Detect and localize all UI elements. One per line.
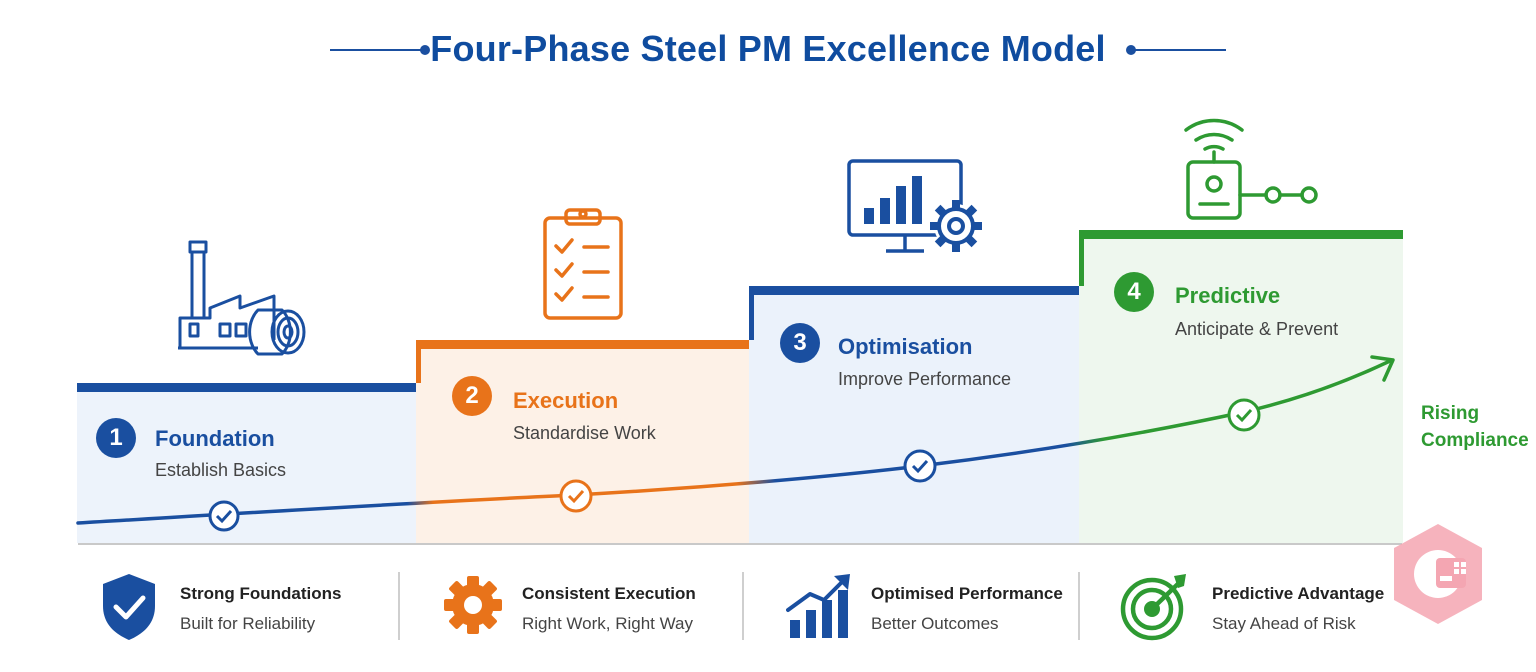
title-dot-right: [1126, 45, 1136, 55]
title-line-right: [1134, 49, 1226, 51]
feature-title-2: Consistent Execution: [522, 584, 696, 603]
shield-check-icon: [103, 574, 155, 640]
feature-divider-2: [742, 572, 744, 640]
title-line-left: [330, 49, 422, 51]
phase-title-3: Optimisation: [838, 334, 973, 359]
corner-logo-icon: [1394, 524, 1482, 624]
feature-2: Consistent Execution Right Work, Right W…: [522, 570, 732, 644]
phase-subtitle-3: Improve Performance: [838, 369, 1012, 389]
title-row: Four-Phase Steel PM Excellence Model: [0, 22, 1536, 78]
page-title: Four-Phase Steel PM Excellence Model: [430, 28, 1106, 69]
trend-label-line-2: Compliance: [1421, 430, 1529, 451]
factory-icon: [178, 240, 306, 356]
feature-3: Optimised Performance Better Outcomes: [871, 570, 1071, 644]
phase-subtitle-1: Establish Basics: [155, 460, 287, 480]
sensor-wifi-icon: [1184, 118, 1318, 220]
trend-label: Rising Compliance: [1421, 400, 1529, 454]
phase-badge-4: 4: [1114, 272, 1154, 312]
phase-subtitle-4: Anticipate & Prevent: [1175, 319, 1339, 339]
feature-divider-1: [398, 572, 400, 640]
feature-subtitle-2: Right Work, Right Way: [522, 614, 693, 633]
title-dot-left: [420, 45, 430, 55]
feature-subtitle-3: Better Outcomes: [871, 614, 999, 633]
feature-divider-3: [1078, 572, 1080, 640]
checkpoint-1-icon: [208, 500, 240, 532]
phase-title-2: Execution: [513, 388, 619, 413]
phase-title-1: Foundation: [155, 426, 275, 451]
phase-badge-3: 3: [780, 323, 820, 363]
feature-title-4: Predictive Advantage: [1212, 584, 1385, 603]
gear-icon: [444, 576, 502, 634]
feature-title-1: Strong Foundations: [180, 584, 342, 603]
target-arrow-icon: [1120, 574, 1186, 641]
phase-subtitle-2: Standardise Work: [513, 423, 656, 443]
trend-label-line-1: Rising: [1421, 403, 1480, 424]
feature-4: Predictive Advantage Stay Ahead of Risk: [1212, 570, 1392, 644]
feature-subtitle-1: Built for Reliability: [180, 614, 316, 633]
checkpoint-2-icon: [559, 479, 593, 513]
checkpoint-4-icon: [1227, 398, 1261, 432]
phase-block-1: [77, 383, 416, 543]
phase-badge-2: 2: [452, 376, 492, 416]
feature-title-3: Optimised Performance: [871, 584, 1063, 603]
checkpoint-3-icon: [903, 449, 937, 483]
feature-subtitle-4: Stay Ahead of Risk: [1212, 614, 1356, 633]
baseline: [78, 543, 1402, 545]
monitor-chart-gear-icon: [847, 159, 982, 253]
feature-1: Strong Foundations Built for Reliability: [180, 570, 390, 644]
phase-badge-1: 1: [96, 418, 136, 458]
phase-title-4: Predictive: [1175, 283, 1281, 308]
clipboard-checklist-icon: [543, 208, 623, 320]
bar-chart-trend-icon: [786, 574, 850, 638]
